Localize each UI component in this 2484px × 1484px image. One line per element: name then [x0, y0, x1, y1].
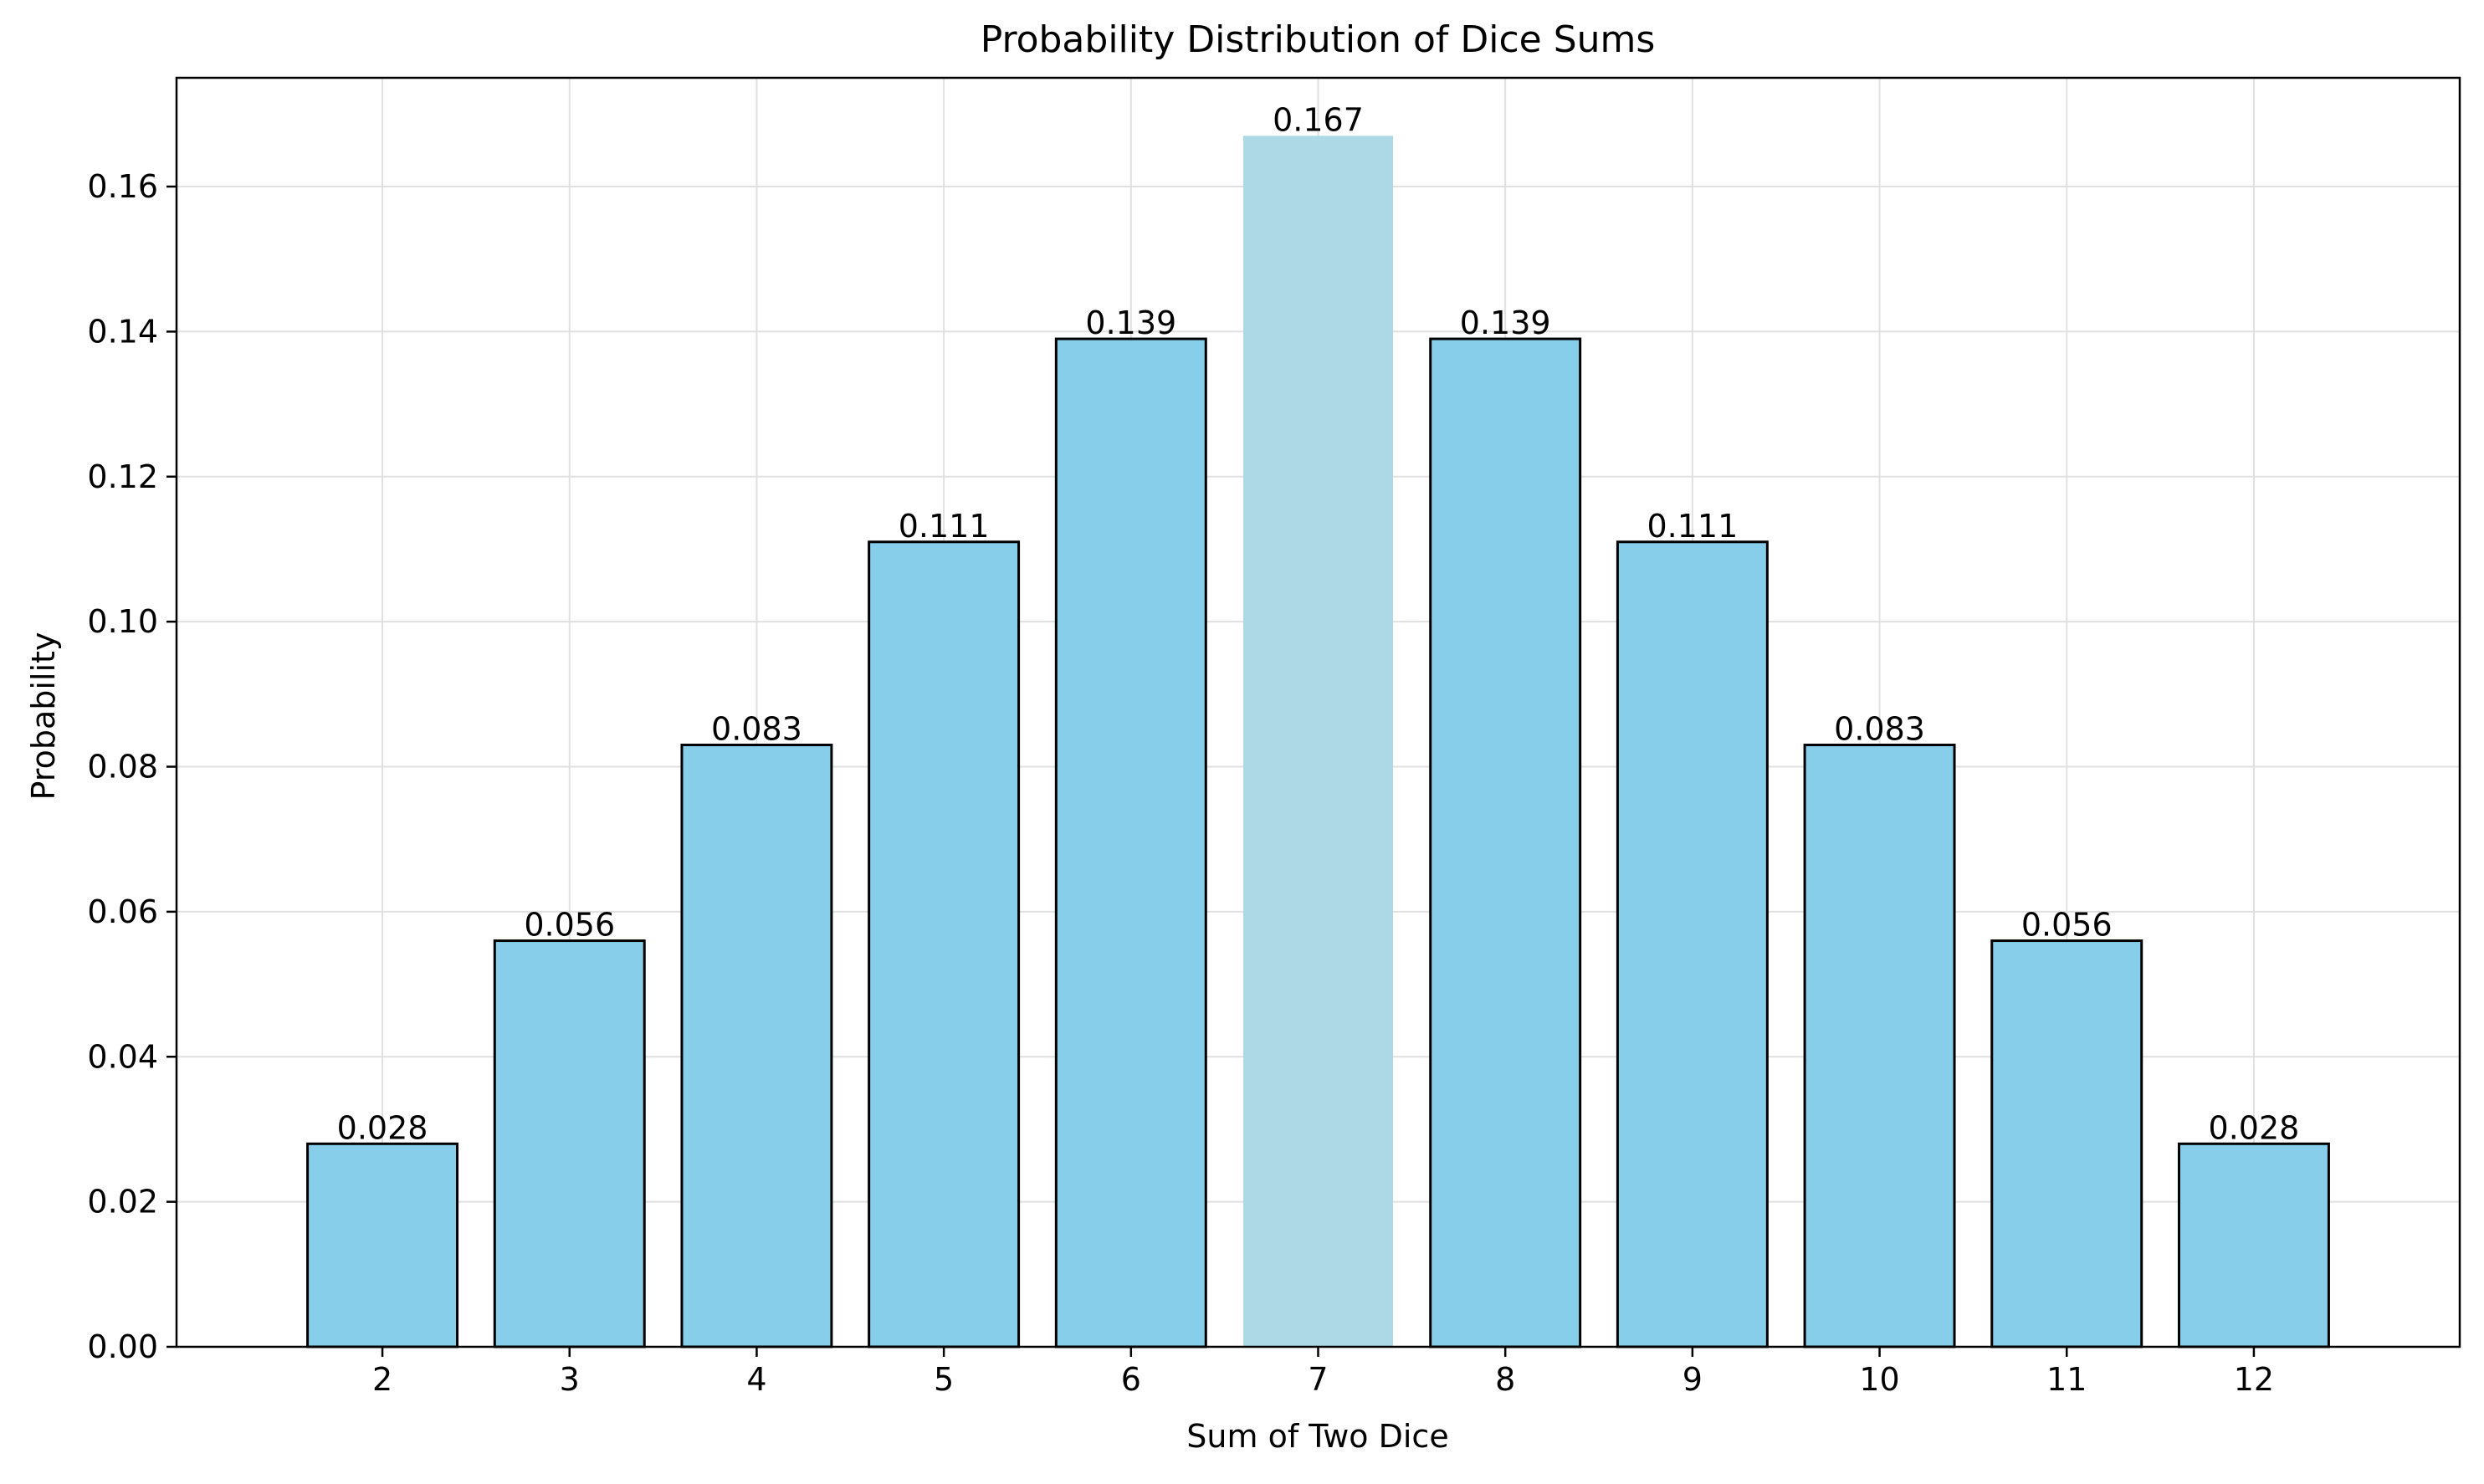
x-tick-label: 8 [1495, 1361, 1515, 1398]
x-tick-label: 6 [1121, 1361, 1141, 1398]
bar [1990, 939, 2143, 1348]
bar [1429, 337, 1582, 1348]
y-tick-label: 0.06 [87, 893, 158, 930]
bar-value-label: 0.083 [711, 711, 802, 748]
bar [1616, 540, 1769, 1348]
bar-value-label: 0.111 [899, 508, 990, 545]
bar-value-label: 0.083 [1834, 711, 1925, 748]
bars [306, 136, 2330, 1348]
bar [2177, 1142, 2330, 1348]
bar [868, 540, 1021, 1348]
bar [493, 939, 646, 1348]
bar [1803, 744, 1956, 1348]
bar-value-label: 0.167 [1273, 101, 1364, 138]
x-tick-label: 12 [2234, 1361, 2274, 1398]
y-axis: 0.00 0.02 0.04 0.06 0.08 0.10 0.12 0.14 0.16 [87, 168, 177, 1365]
bar-value-label: 0.139 [1085, 304, 1176, 341]
bar-value-label: 0.111 [1647, 508, 1738, 545]
x-tick-label: 10 [1859, 1361, 1899, 1398]
bar [1054, 337, 1207, 1348]
y-tick-label: 0.12 [87, 458, 158, 495]
bar-value-labels: 0.028 0.056 0.083 0.111 0.139 0.167 0.139 0.111… [337, 101, 2300, 1146]
bar-value-label: 0.139 [1460, 304, 1551, 341]
x-tick-label: 2 [372, 1361, 392, 1398]
x-tick-label: 3 [560, 1361, 580, 1398]
y-tick-label: 0.14 [87, 313, 158, 350]
y-tick-label: 0.08 [87, 749, 158, 785]
x-axis: 2 3 4 5 6 7 8 9 10 11 12 [372, 1347, 2274, 1398]
y-tick-label: 0.00 [87, 1328, 158, 1365]
bar-highlighted [1243, 136, 1393, 1347]
x-tick-label: 7 [1308, 1361, 1328, 1398]
x-tick-label: 4 [746, 1361, 766, 1398]
bar-value-label: 0.056 [524, 907, 615, 944]
x-tick-label: 11 [2046, 1361, 2087, 1398]
bar-value-label: 0.028 [337, 1109, 428, 1146]
y-tick-label: 0.10 [87, 603, 158, 640]
x-axis-label: Sum of Two Dice [1186, 1418, 1448, 1455]
y-tick-label: 0.04 [87, 1038, 158, 1075]
y-tick-label: 0.02 [87, 1184, 158, 1220]
x-tick-label: 5 [934, 1361, 954, 1398]
y-axis-label: Probability [25, 632, 62, 801]
bar [680, 744, 833, 1348]
bar-value-label: 0.056 [2021, 907, 2113, 944]
y-tick-label: 0.16 [87, 168, 158, 205]
bar [306, 1142, 459, 1348]
chart-title: Probability Distribution of Dice Sums [981, 18, 1656, 61]
x-tick-label: 9 [1682, 1361, 1703, 1398]
bar-value-label: 0.028 [2209, 1109, 2300, 1146]
